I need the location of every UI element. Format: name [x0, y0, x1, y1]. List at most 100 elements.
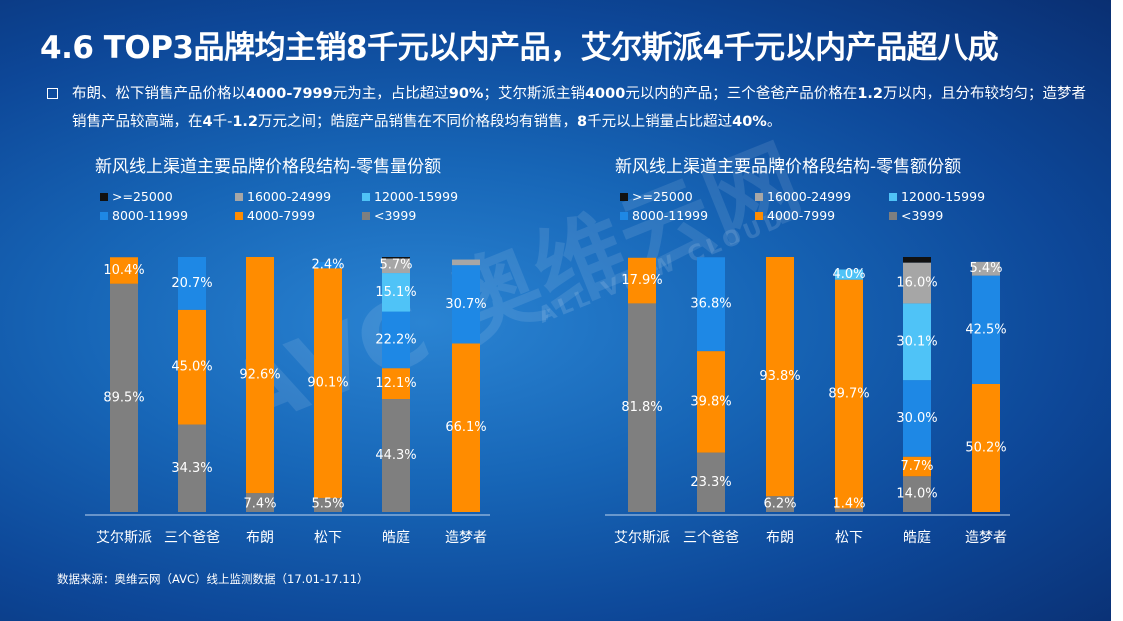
data-label: 45.0%: [171, 360, 212, 375]
category-label: 造梦者: [965, 530, 1007, 546]
legend-label: 16000-24999: [247, 189, 331, 204]
data-source-note: 数据来源：奥维云网（AVC）线上监测数据（17.01-17.11）: [57, 572, 369, 586]
data-label: 39.8%: [690, 394, 731, 409]
data-label: 66.1%: [445, 420, 486, 435]
bar-segment: [382, 311, 410, 369]
bar-segment: [382, 368, 410, 400]
category-label: 艾尔斯派: [96, 530, 152, 546]
data-label: 1.4%: [832, 497, 865, 512]
data-label: 20.7%: [171, 276, 212, 291]
data-label: 50.2%: [965, 440, 1006, 455]
data-label: 92.6%: [239, 368, 280, 383]
bar-segment: [628, 257, 656, 304]
bar-segment: [382, 399, 410, 512]
bar-segment: [697, 257, 725, 352]
legend-swatch: [235, 193, 243, 201]
category-label: 皓庭: [903, 529, 931, 546]
legend-label: 12000-15999: [374, 189, 458, 204]
data-label: 10.4%: [103, 263, 144, 278]
data-label: 81.8%: [621, 400, 662, 415]
data-label: 2.4%: [311, 258, 344, 273]
data-label: 23.3%: [690, 475, 731, 490]
data-label: 5.7%: [379, 258, 412, 273]
data-label: 6.2%: [763, 497, 796, 512]
legend-swatch: [100, 193, 108, 201]
category-label: 布朗: [246, 530, 274, 546]
bar-segment: [246, 493, 274, 512]
data-label: 17.9%: [621, 273, 662, 288]
bar-segment: [835, 279, 863, 509]
bar-segment: [382, 258, 410, 274]
category-label: 三个爸爸: [164, 530, 220, 546]
legend-label: 4000-7999: [767, 208, 835, 223]
bar-segment: [835, 508, 863, 512]
data-label: 12.1%: [375, 376, 416, 391]
legend-label: 4000-7999: [247, 208, 315, 223]
legend-swatch: [235, 212, 243, 220]
data-label: 30.0%: [896, 411, 937, 426]
bar-segment: [697, 351, 725, 453]
data-label: 34.3%: [171, 461, 212, 476]
category-label: 艾尔斯派: [614, 530, 670, 546]
bar-segment: [178, 309, 206, 425]
legend-label: 12000-15999: [901, 189, 985, 204]
legend-swatch: [620, 193, 628, 201]
bar-segment: [903, 262, 931, 304]
legend-label: 8000-11999: [632, 208, 708, 223]
bar-segment: [110, 257, 138, 284]
data-label: 89.5%: [103, 390, 144, 405]
legend-label: 8000-11999: [112, 208, 188, 223]
bar-segment: [697, 452, 725, 512]
data-label: 16.0%: [896, 276, 937, 291]
chart-2: 新风线上渠道主要品牌价格段结构-零售额份额 >=25000 16000-24999 1…: [605, 157, 1010, 546]
category-label: 松下: [314, 530, 342, 546]
legend-label: <3999: [901, 208, 943, 223]
bar-segment: [314, 497, 342, 512]
data-label: 4.0%: [832, 267, 865, 282]
legend-swatch: [889, 212, 897, 220]
bar-segment: [110, 283, 138, 512]
data-label: 89.7%: [828, 387, 869, 402]
category-label: 造梦者: [445, 530, 487, 546]
bar-segment: [246, 257, 274, 494]
legend-label: >=25000: [632, 189, 693, 204]
bar-segment: [382, 257, 410, 259]
bar-segment: [178, 257, 206, 310]
legend-swatch: [620, 212, 628, 220]
data-label: 14.0%: [896, 487, 937, 502]
category-label: 三个爸爸: [683, 530, 739, 546]
bar-segment: [628, 303, 656, 512]
category-label: 皓庭: [382, 529, 410, 546]
bar-segment: [452, 343, 480, 512]
bullet-square-icon: [47, 88, 58, 99]
bar-segment: [314, 268, 342, 498]
bar-segment: [382, 273, 410, 312]
bar-segment: [903, 303, 931, 381]
slide-title: 4.6 TOP3品牌均主销8千元以内产品，艾尔斯派4千元以内产品超八成: [40, 30, 999, 66]
bar-segment: [314, 262, 342, 269]
legend-swatch: [362, 212, 370, 220]
data-label: 44.3%: [375, 448, 416, 463]
data-label: 5.4%: [969, 261, 1002, 276]
data-label: 7.4%: [243, 497, 276, 512]
data-label: 30.7%: [445, 297, 486, 312]
legend-swatch: [362, 193, 370, 201]
bar-segment: [903, 380, 931, 457]
chart-1: 新风线上渠道主要品牌价格段结构-零售量份额 >=25000 16000-24999 1…: [85, 157, 490, 546]
bar-segment: [452, 259, 480, 266]
bar-segment: [178, 424, 206, 512]
summary-text: 布朗、松下销售产品价格以4000-7999元为主，占比超过90%；艾尔斯派主销4…: [72, 86, 1086, 130]
category-label: 松下: [835, 530, 863, 546]
data-label: 22.2%: [375, 332, 416, 347]
legend-label: <3999: [374, 208, 416, 223]
legend-label: >=25000: [112, 189, 173, 204]
data-label: 36.8%: [690, 297, 731, 312]
legend-label: 16000-24999: [767, 189, 851, 204]
bar-segment: [452, 265, 480, 344]
bar-segment: [972, 261, 1000, 276]
legend-swatch: [100, 212, 108, 220]
legend-swatch: [755, 212, 763, 220]
data-label: 15.1%: [375, 285, 416, 300]
data-label: 42.5%: [965, 322, 1006, 337]
